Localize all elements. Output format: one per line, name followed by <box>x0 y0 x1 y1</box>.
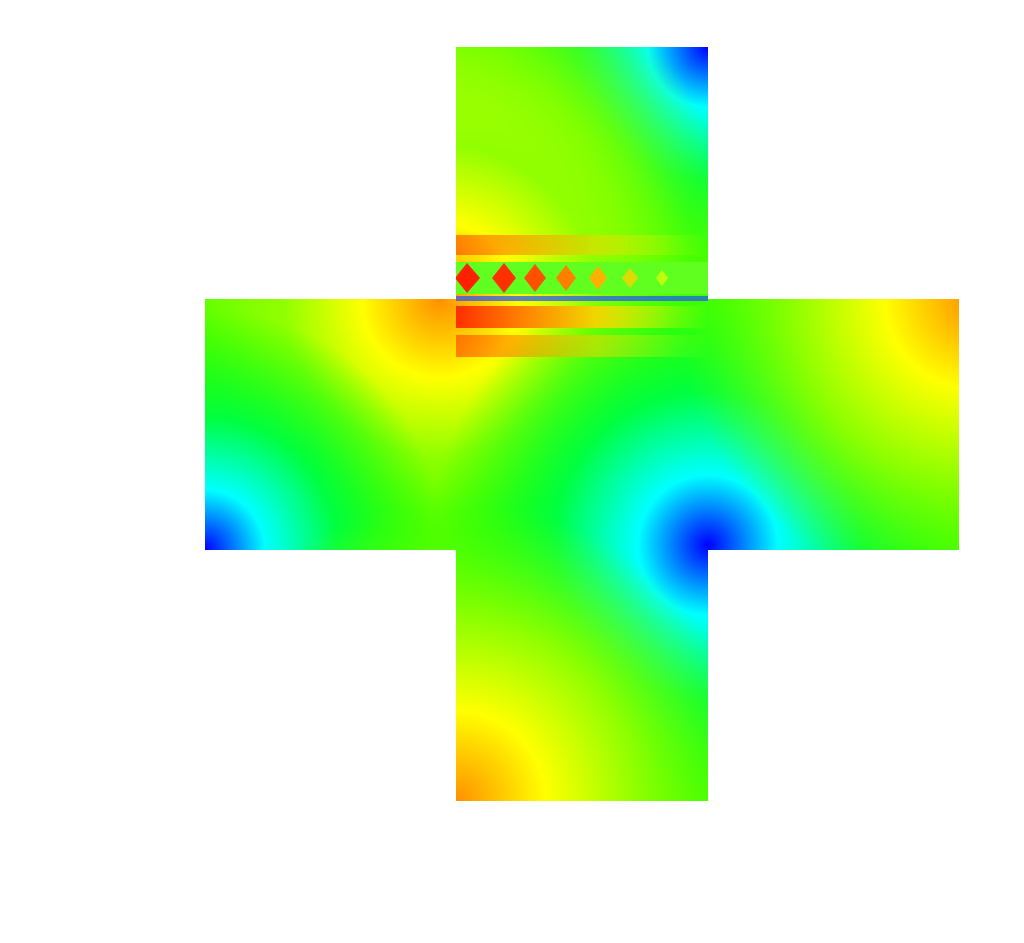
interference-band <box>455 235 708 357</box>
